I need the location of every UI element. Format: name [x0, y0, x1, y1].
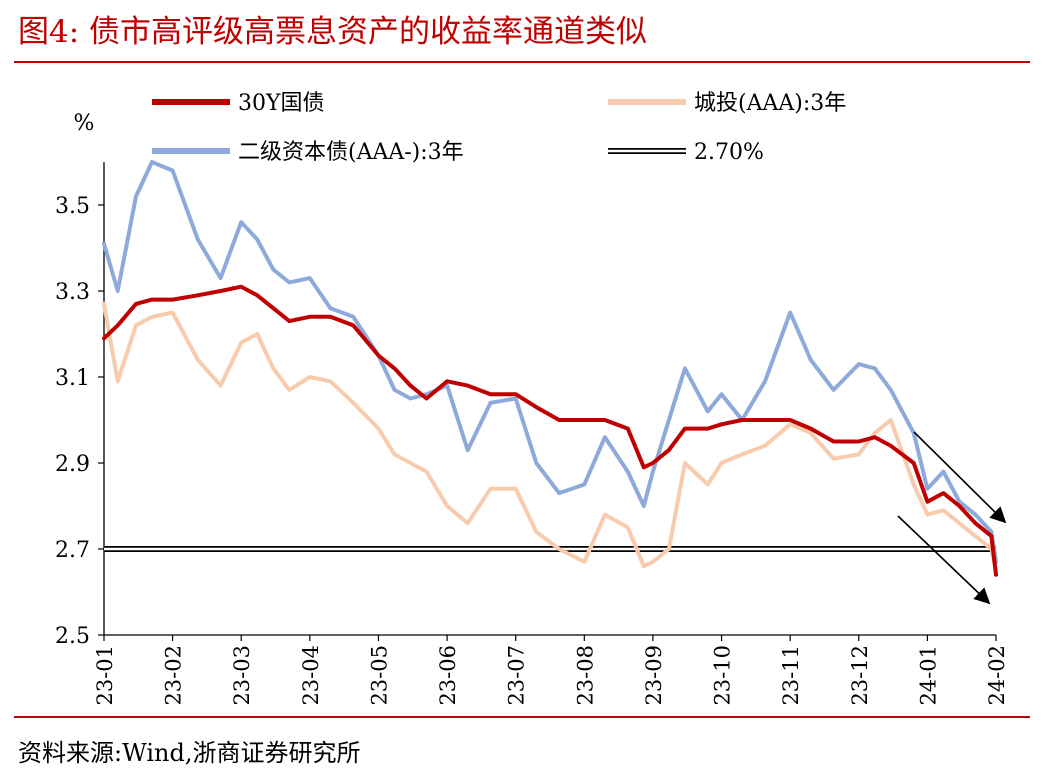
trend-arrow-lower	[897, 515, 991, 605]
x-tick-label: 23-12	[848, 645, 872, 706]
source-note: 资料来源:Wind,浙商证券研究所	[18, 739, 361, 767]
series-line-2	[102, 160, 998, 564]
x-tick-label: 23-05	[367, 645, 391, 706]
x-tick-label: 23-04	[299, 645, 323, 706]
legend-label: 30Y国债	[238, 91, 325, 116]
y-tick-label: 3.5	[55, 194, 90, 219]
y-tick-label: 2.5	[55, 624, 90, 649]
legend-item-1: 城投(AAA):3年	[608, 91, 846, 116]
y-tick-label: 3.1	[55, 366, 90, 391]
chart-axes: 3.5 3.3 3.1 2.9 2.7 2.5% 23-01 23-02 23-03 23-04 2…	[55, 111, 1009, 706]
x-tick-label: 23-01	[93, 645, 117, 706]
x-tick-label: 24-01	[916, 645, 940, 706]
x-tick-label: 23-08	[573, 645, 597, 706]
legend-item-3: 2.70%	[608, 140, 764, 165]
x-tick-label: 23-07	[505, 645, 529, 706]
legend-label: 城投(AAA):3年	[694, 91, 846, 116]
y-axis-unit: %	[74, 111, 95, 136]
title-divider	[14, 61, 1030, 63]
x-tick-label: 23-06	[436, 645, 460, 706]
y-tick-label: 3.3	[55, 280, 90, 305]
plot-area	[102, 160, 998, 577]
y-tick-label: 2.7	[55, 538, 90, 563]
series-line-0	[102, 284, 998, 577]
series-line-1	[102, 301, 998, 573]
trend-arrows	[897, 431, 1007, 605]
trend-arrow-upper	[913, 431, 1007, 524]
y-tick-label: 2.9	[55, 452, 90, 477]
legend-label: 2.70%	[694, 140, 764, 165]
x-tick-label: 23-09	[642, 645, 666, 706]
legend-item-0: 30Y国债	[152, 91, 325, 116]
legend-item-2: 二级资本债(AAA-):3年	[152, 140, 464, 165]
x-tick-label: 24-02	[985, 645, 1009, 706]
footer-divider	[14, 716, 1030, 718]
legend-label: 二级资本债(AAA-):3年	[238, 140, 464, 165]
chart-title: 图4: 债市高评级高票息资产的收益率通道类似	[18, 14, 648, 50]
x-tick-label: 23-03	[230, 645, 254, 706]
x-tick-label: 23-02	[162, 645, 186, 706]
x-tick-label: 23-11	[779, 645, 803, 706]
x-tick-label: 23-10	[711, 645, 735, 706]
